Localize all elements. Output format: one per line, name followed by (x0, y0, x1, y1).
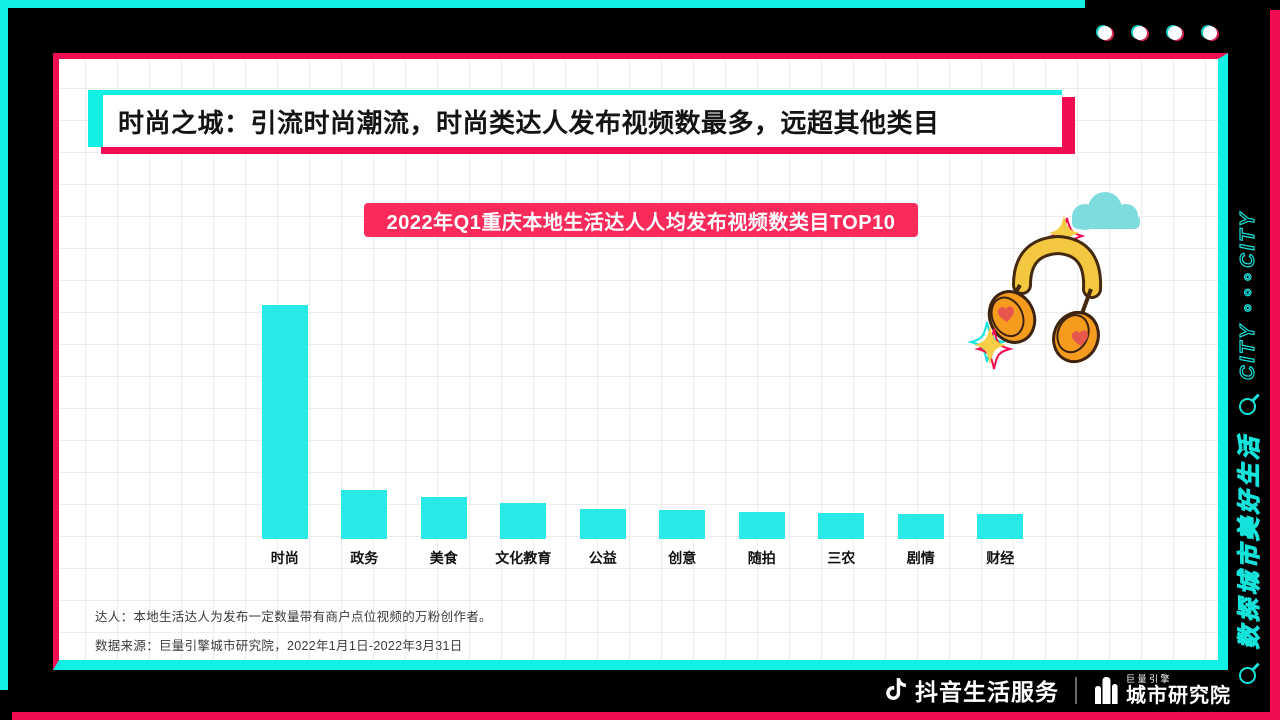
bar-label: 文化教育 (495, 550, 552, 566)
institute-label: 城市研究院 (1126, 684, 1231, 707)
bar-column: 随拍 (722, 303, 802, 566)
footnote-creator-definition: 达人：本地生活达人为发布一定数量带有商户点位视频的万粉创作者。 (95, 610, 492, 624)
headphones-icon (987, 234, 1103, 364)
bar-政务 (341, 489, 388, 539)
bar-label: 财经 (986, 550, 1015, 566)
slide-panel: 时尚之城：引流时尚潮流，时尚类达人发布视频数最多，远超其他类目 2022年Q1重… (53, 53, 1228, 670)
bar-column: 公益 (563, 303, 643, 566)
bar-剧情 (897, 514, 944, 539)
city-institute-logo-icon (1095, 677, 1118, 704)
bar-label: 三农 (827, 550, 856, 566)
engine-small-label: 巨量引擎 (1126, 673, 1173, 684)
dot-icon (1168, 26, 1182, 40)
bar-column: 政务 (325, 303, 405, 566)
page-title: 时尚之城：引流时尚潮流，时尚类达人发布视频数最多，远超其他类目 (118, 107, 940, 138)
bar-chart: 时尚 政务 美食 文化教育 公益 创意 随拍 三农 剧情 财经 (245, 303, 1041, 566)
bar-文化教育 (500, 502, 547, 539)
dot-icon (1098, 26, 1112, 40)
bar-美食 (420, 496, 467, 539)
decorative-dots (1098, 26, 1217, 40)
bar-三农 (818, 513, 865, 539)
bar-column: 三农 (802, 303, 882, 566)
bar-column: 文化教育 (484, 303, 564, 566)
bar-label: 时尚 (270, 550, 299, 566)
frame-edge-bottom (12, 712, 1280, 720)
bar-label: 随拍 (747, 550, 776, 566)
dot-icon (1203, 26, 1217, 40)
chart-title-banner: 2022年Q1重庆本地生活达人人均发布视频数类目TOP10 (364, 203, 918, 237)
chart-title: 2022年Q1重庆本地生活达人人均发布视频数类目TOP10 (386, 211, 896, 234)
bar-column: 创意 (643, 303, 723, 566)
rail-text-cn: 数探城市美好生活 (1235, 432, 1262, 649)
frame-edge-right (1270, 10, 1280, 720)
bar-公益 (579, 508, 626, 539)
bar-column: 财经 (961, 303, 1041, 566)
bar-column: 美食 (404, 303, 484, 566)
douyin-note-icon (886, 678, 906, 700)
sparkle-icon (967, 321, 1014, 370)
bar-label: 公益 (588, 550, 617, 566)
footnote-data-source: 数据来源：巨量引擎城市研究院，2022年1月1日-2022年3月31日 (95, 639, 463, 653)
bar-时尚 (261, 305, 308, 539)
cloud-icon (1072, 192, 1140, 230)
bar-label: 创意 (668, 550, 697, 566)
bar-创意 (659, 509, 706, 539)
bar-财经 (977, 514, 1024, 539)
bar-column: 剧情 (881, 303, 961, 566)
bar-column: 时尚 (245, 303, 325, 566)
brand-band: 抖音生活服务 巨量引擎 城市研究院 (885, 672, 1231, 708)
bar-label: 美食 (429, 550, 458, 566)
dot-icon (1133, 26, 1147, 40)
side-rail: 数探城市美好生活 CITY ∘∘∘CITY (1224, 58, 1270, 710)
rail-text-en: CITY ∘∘∘CITY (1236, 210, 1259, 381)
frame-edge-top (0, 0, 1085, 8)
magnifier-icon (1238, 667, 1256, 684)
brand-divider (1075, 676, 1077, 704)
headline-banner: 时尚之城：引流时尚潮流，时尚类达人发布视频数最多，远超其他类目 (88, 90, 1062, 147)
douyin-wordmark: 抖音生活服务 (915, 679, 1059, 705)
magnifier-icon (1238, 398, 1256, 415)
bar-label: 政务 (350, 550, 379, 566)
headphones-illustration (967, 192, 1140, 370)
frame-edge-left (0, 0, 8, 690)
bar-label: 剧情 (906, 550, 935, 566)
bar-随拍 (738, 512, 785, 539)
